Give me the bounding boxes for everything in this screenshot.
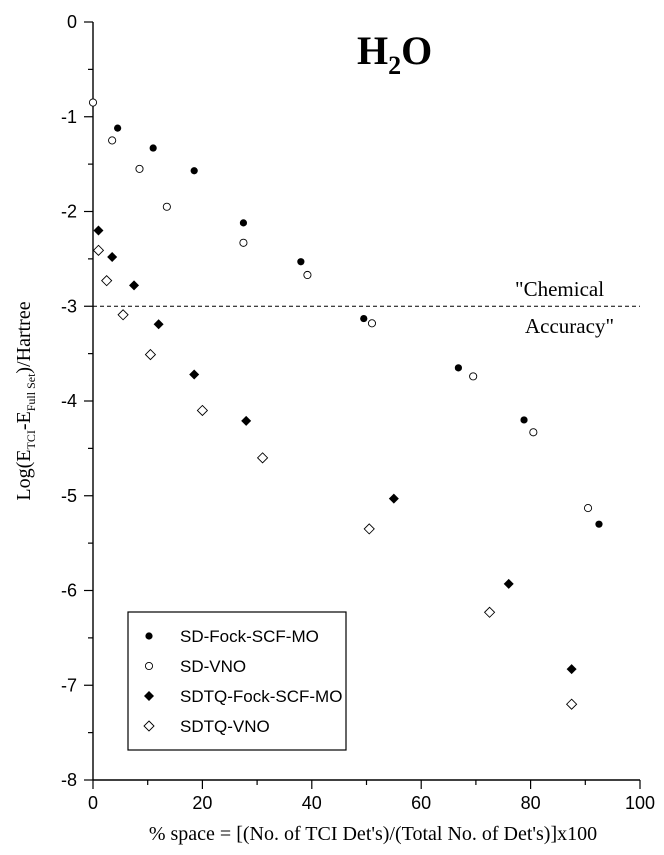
point-sdtq-fock-scf-mo — [153, 319, 164, 330]
point-sdtq-vno — [117, 309, 129, 321]
point-sd-vno — [583, 504, 593, 513]
y-axis-title: Log(ETCI-EFull Set)/Hartree — [13, 301, 38, 500]
point-sd-fock-scf-mo — [239, 219, 248, 227]
chart-title-sub: 2 — [388, 51, 401, 80]
point-sd-vno — [108, 136, 117, 145]
x-tick-label: 20 — [192, 793, 212, 813]
point-sd-vno — [239, 238, 248, 247]
legend-marker — [144, 661, 154, 671]
x-tick-label: 40 — [302, 793, 322, 813]
y-axis-title-sub2: Full Set — [24, 373, 38, 411]
point-sd-vno — [135, 164, 144, 173]
legend-marker — [144, 691, 154, 701]
y-tick-label: 0 — [67, 12, 77, 32]
point-sdtq-vno — [256, 452, 269, 464]
point-sdtq-fock-scf-mo — [241, 415, 252, 426]
x-axis-title: % space = [(No. of TCI Det's)/(Total No.… — [149, 823, 597, 845]
legend-box — [127, 611, 347, 751]
point-sdtq-vno — [483, 606, 496, 618]
point-sd-fock-scf-mo — [595, 520, 603, 528]
point-sdtq-vno — [101, 275, 113, 287]
chart-title: H2O — [357, 28, 432, 80]
legend: SD-Fock-SCF-MO SD-VNO SDTQ-Fock-SCF-MO SDTQ… — [127, 611, 347, 751]
point-sdtq-fock-scf-mo — [107, 251, 118, 262]
y-tick-label: -5 — [61, 486, 77, 506]
axis-ticks — [84, 21, 641, 789]
point-sdtq-fock-scf-mo — [503, 578, 514, 589]
y-tick-label: -3 — [61, 296, 77, 316]
y-tick-label: -8 — [61, 770, 77, 790]
x-tick-label: 80 — [521, 793, 541, 813]
point-sd-fock-scf-mo — [190, 167, 198, 175]
chart-title-h: H — [357, 28, 388, 73]
data-points — [88, 98, 603, 710]
point-sdtq-fock-scf-mo — [129, 280, 140, 291]
chart-title-o: O — [401, 28, 432, 73]
point-sd-fock-scf-mo — [114, 124, 122, 132]
y-axis-title-sub1: TCI — [24, 430, 38, 449]
point-sd-fock-scf-mo — [149, 144, 157, 152]
point-sd-vno — [529, 428, 538, 437]
legend-label: SDTQ-Fock-SCF-MO — [180, 687, 342, 706]
legend-label: SD-VNO — [180, 657, 246, 676]
x-tick-label: 0 — [88, 793, 98, 813]
y-axis-title-b: -E — [13, 411, 35, 430]
y-tick-label: -6 — [61, 581, 77, 601]
legend-marker — [143, 720, 155, 732]
legend-label: SDTQ-VNO — [180, 717, 270, 736]
point-sd-fock-scf-mo — [454, 364, 462, 372]
chemical-accuracy-label-1: "Chemical — [515, 277, 604, 301]
point-sdtq-vno — [565, 698, 578, 710]
point-sdtq-fock-scf-mo — [566, 664, 577, 675]
point-sdtq-vno — [144, 348, 157, 361]
point-sd-vno — [367, 319, 377, 328]
point-sd-fock-scf-mo — [297, 258, 305, 266]
point-sdtq-vno — [363, 523, 375, 535]
point-sd-vno — [469, 372, 478, 381]
tick-labels: 0 20 40 60 80 100 0 -1 -2 -3 -4 -5 -6 -7 -8 — [61, 12, 655, 813]
point-sd-fock-scf-mo — [520, 416, 528, 424]
point-sdtq-vno — [92, 244, 105, 256]
y-axis-title-c: )/Hartree — [13, 301, 35, 373]
y-tick-label: -2 — [61, 202, 77, 222]
y-tick-label: -7 — [61, 675, 77, 695]
legend-marker — [145, 632, 153, 640]
point-sdtq-fock-scf-mo — [93, 225, 104, 236]
point-sd-vno — [162, 202, 171, 211]
x-tick-label: 100 — [625, 793, 655, 813]
y-tick-label: -4 — [61, 391, 77, 411]
point-sd-vno — [303, 270, 312, 280]
x-tick-label: 60 — [411, 793, 431, 813]
point-sdtq-fock-scf-mo — [189, 369, 200, 380]
chemical-accuracy-label-2: Accuracy" — [525, 314, 614, 338]
y-axis-title-a: Log(E — [13, 450, 35, 501]
point-sd-vno — [88, 98, 98, 107]
point-sd-fock-scf-mo — [360, 314, 368, 323]
legend-label: SD-Fock-SCF-MO — [180, 627, 319, 646]
point-sdtq-vno — [196, 404, 209, 417]
point-sdtq-fock-scf-mo — [388, 493, 399, 504]
y-tick-label: -1 — [61, 107, 77, 127]
